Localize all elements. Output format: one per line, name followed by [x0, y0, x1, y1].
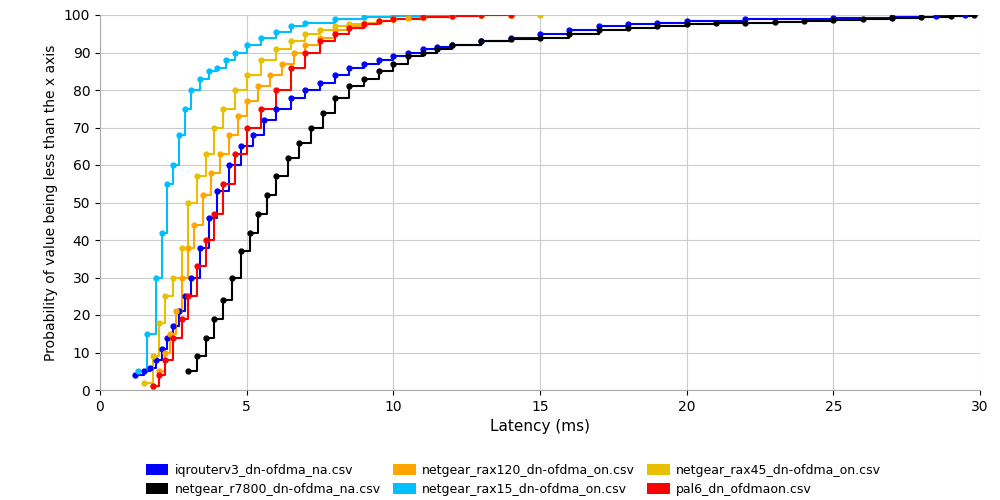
Legend: iqrouterv3_dn-ofdma_na.csv, netgear_r7800_dn-ofdma_na.csv, netgear_rax120_dn-ofd: iqrouterv3_dn-ofdma_na.csv, netgear_r780…	[142, 460, 885, 500]
Y-axis label: Probability of value being less than the x axis: Probability of value being less than the…	[44, 44, 58, 360]
X-axis label: Latency (ms): Latency (ms)	[490, 420, 590, 434]
